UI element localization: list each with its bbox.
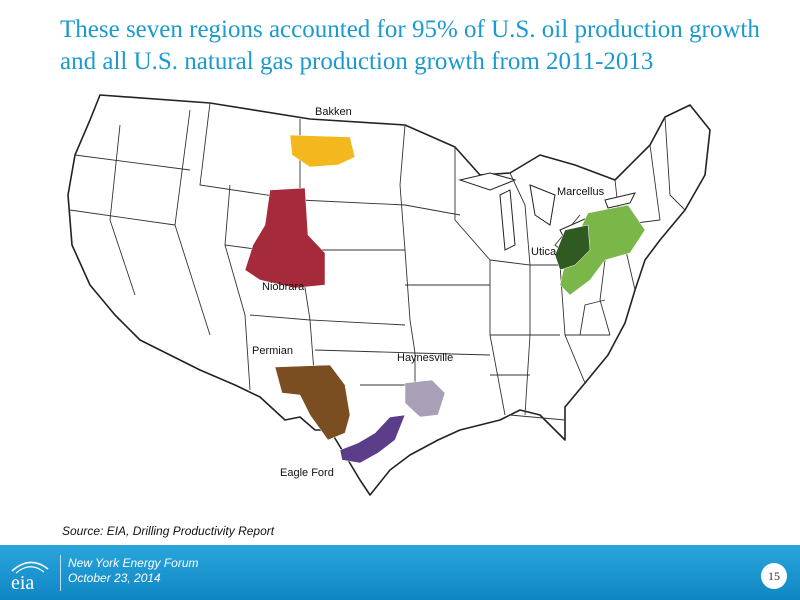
label-niobrara: Niobrara (262, 281, 305, 293)
event-name: New York Energy Forum (68, 556, 199, 570)
footer-bar: eia New York Energy Forum October 23, 20… (0, 545, 800, 600)
label-bakken: Bakken (315, 106, 352, 118)
source-note: Source: EIA, Drilling Productivity Repor… (62, 524, 275, 538)
label-eagle-ford: Eagle Ford (280, 467, 334, 479)
us-shale-regions-map: Bakken Niobrara Permian Eagle Ford Hayne… (67, 94, 711, 496)
label-utica: Utica (531, 246, 557, 258)
label-marcellus: Marcellus (557, 186, 605, 198)
region-bakken (289, 134, 356, 168)
region-niobrara (244, 187, 326, 289)
footer-divider (60, 555, 61, 591)
region-utica (554, 224, 591, 271)
label-haynesville: Haynesville (397, 352, 453, 364)
eia-logo-icon: eia (11, 561, 49, 593)
label-permian: Permian (252, 345, 293, 357)
region-permian (274, 364, 351, 441)
state-borders (69, 102, 686, 421)
page-number: 15 (761, 563, 787, 589)
event-date: October 23, 2014 (68, 571, 161, 585)
event-info: New York Energy Forum October 23, 2014 (68, 556, 199, 586)
region-haynesville (404, 379, 446, 418)
slide-title: These seven regions accounted for 95% of… (60, 16, 760, 75)
region-eagle-ford (339, 414, 406, 464)
eia-logo-text: eia (11, 572, 34, 593)
